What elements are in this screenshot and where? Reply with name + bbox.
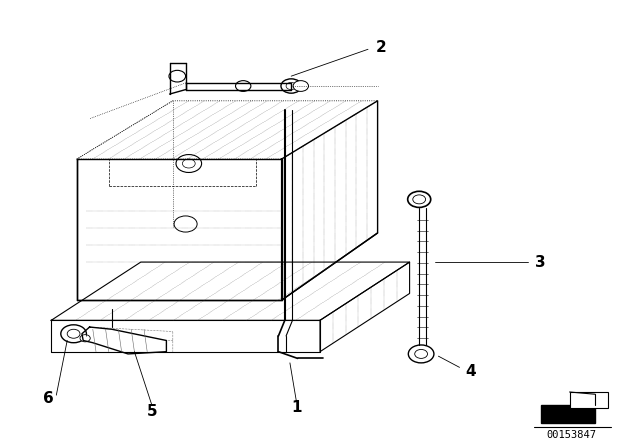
Circle shape [413,195,426,204]
Text: 3: 3 [536,254,546,270]
Circle shape [286,82,296,90]
Circle shape [61,325,86,343]
Circle shape [80,335,90,342]
Circle shape [408,191,431,207]
Circle shape [281,79,301,93]
Circle shape [236,81,251,91]
Text: 4: 4 [465,364,476,379]
Text: 1: 1 [291,400,301,415]
Text: 2: 2 [376,39,386,55]
Text: 5: 5 [147,404,157,419]
Circle shape [67,329,80,338]
Circle shape [415,349,428,358]
Polygon shape [541,405,595,423]
Text: 6: 6 [43,391,53,406]
Text: 00153847: 00153847 [546,431,596,440]
Circle shape [408,345,434,363]
Polygon shape [570,392,608,408]
Circle shape [293,81,308,91]
